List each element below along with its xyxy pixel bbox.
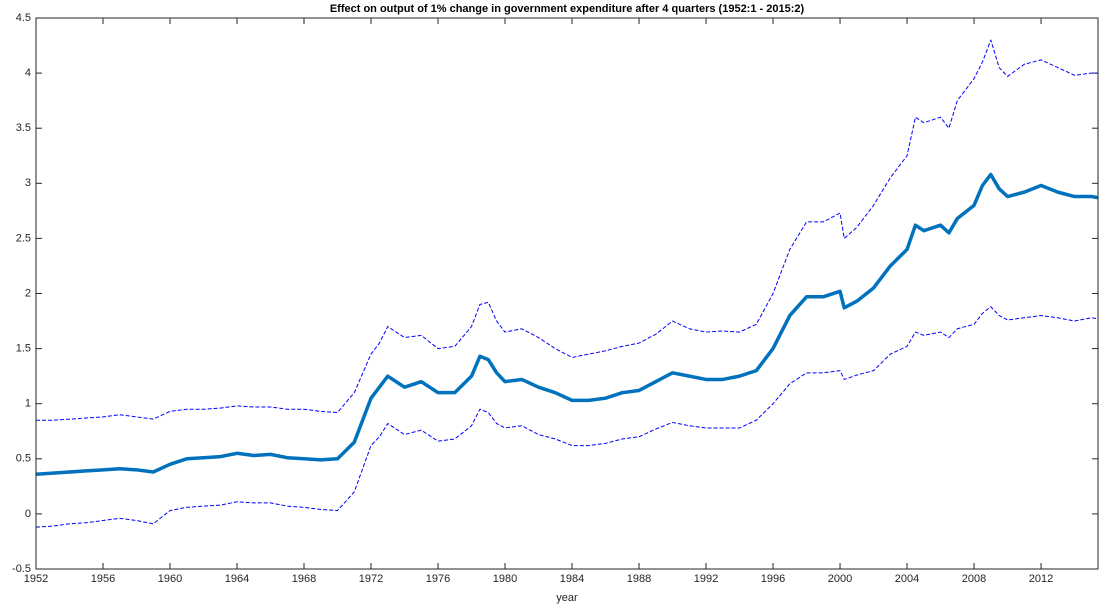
series-line xyxy=(35,306,1099,528)
x-tick-label: 1964 xyxy=(225,573,249,585)
x-tick-label: 1976 xyxy=(426,573,450,585)
x-axis-label: year xyxy=(556,592,578,604)
y-tick-label: 2 xyxy=(25,287,31,299)
y-tick-label: 2.5 xyxy=(16,232,31,244)
y-tick-label: 3 xyxy=(25,177,31,189)
x-tick-label: 1956 xyxy=(91,573,115,585)
y-tick-label: -0.5 xyxy=(12,563,31,575)
y-tick-label: 3.5 xyxy=(16,122,31,134)
x-tick-label: 2000 xyxy=(828,573,852,585)
y-tick-label: 4.5 xyxy=(16,12,31,24)
x-tick-label: 1968 xyxy=(292,573,316,585)
x-tick-label: 2008 xyxy=(962,573,986,585)
x-tick-label: 2004 xyxy=(895,573,919,585)
x-tick-label: 1984 xyxy=(560,573,584,585)
x-tick-label: 2012 xyxy=(1029,573,1053,585)
plot-frame xyxy=(35,17,1099,570)
y-tick-label: 0 xyxy=(25,508,31,520)
x-tick-label: 1972 xyxy=(359,573,383,585)
chart-title: Effect on output of 1% change in governm… xyxy=(330,3,805,15)
x-tick-label: 1960 xyxy=(158,573,182,585)
x-tick-label: 1988 xyxy=(627,573,651,585)
series-line xyxy=(35,172,1099,476)
x-tick-label: 1952 xyxy=(24,573,48,585)
y-tick-label: 4 xyxy=(25,67,31,79)
x-tick-label: 1996 xyxy=(761,573,785,585)
y-tick-label: 1.5 xyxy=(16,343,31,355)
series-line xyxy=(36,39,1098,421)
y-tick-label: 0.5 xyxy=(16,453,31,465)
x-tick-label: 1992 xyxy=(694,573,718,585)
y-tick-label: 1 xyxy=(25,398,31,410)
x-tick-label: 1980 xyxy=(493,573,517,585)
